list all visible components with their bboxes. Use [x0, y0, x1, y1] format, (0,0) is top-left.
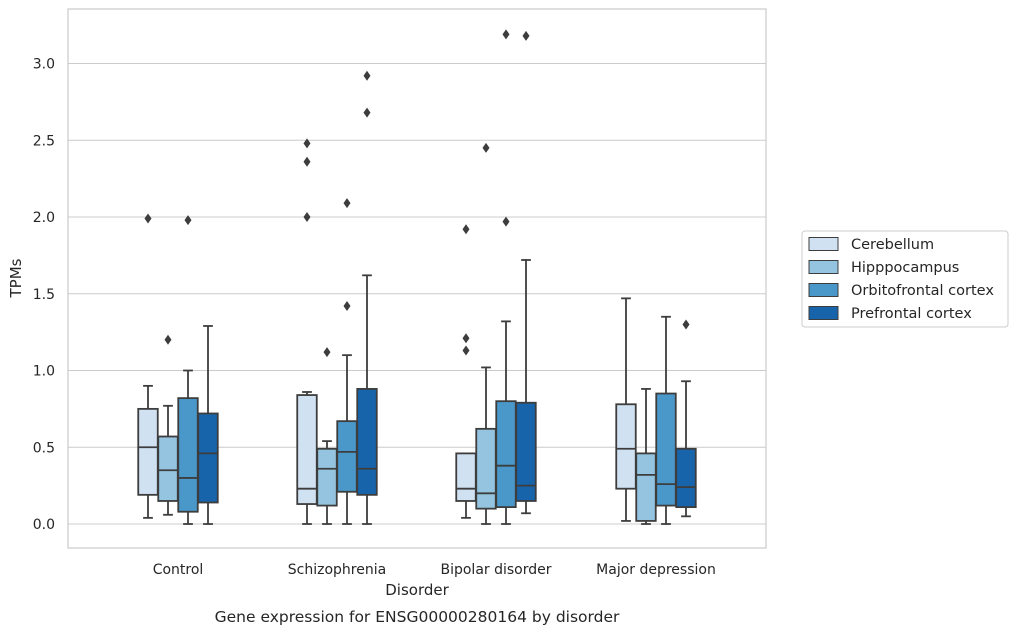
box-hipppocampus: [475, 142, 497, 525]
box-iqr: [495, 400, 517, 509]
box-orbitofrontal-cortex: [336, 198, 358, 525]
box-iqr: [635, 452, 657, 522]
y-tick-label: 1.0: [33, 364, 55, 380]
outlier-point: [144, 213, 152, 224]
y-tick-label: 1.5: [33, 287, 55, 303]
box-iqr: [455, 452, 477, 502]
box-iqr: [296, 394, 318, 505]
x-axis-label: Disorder: [385, 581, 449, 599]
box-iqr: [675, 447, 697, 509]
box-iqr: [177, 397, 199, 513]
y-tick-label: 0.0: [33, 517, 55, 533]
box-iqr: [615, 403, 637, 490]
box-iqr: [197, 412, 219, 504]
outlier-point: [502, 216, 510, 227]
outlier-point: [682, 319, 690, 330]
box-iqr: [356, 388, 378, 496]
box-prefrontal-cortex: [515, 30, 537, 515]
y-tick-label: 3.0: [33, 57, 55, 73]
box-prefrontal-cortex: [675, 319, 697, 518]
box-hipppocampus: [635, 388, 657, 525]
legend-swatch: [808, 306, 839, 320]
outlier-point: [462, 333, 470, 344]
box-iqr: [157, 435, 179, 502]
plot-area: [67, 8, 767, 549]
y-axis-ticks: 0.0 0.5 1.0 1.5 2.0 2.5 3.0: [33, 57, 55, 534]
outlier-point: [522, 30, 530, 41]
y-tick-label: 2.0: [33, 210, 55, 226]
legend: Cerebellum Hipppocampus Orbitofrontal cort…: [801, 230, 1009, 328]
box-groups: [137, 29, 697, 525]
box-prefrontal-cortex: [356, 70, 378, 525]
outlier-point: [343, 301, 351, 312]
y-axis-label: TPMs: [7, 258, 25, 298]
outlier-point: [462, 345, 470, 356]
legend-swatch: [808, 283, 839, 297]
outlier-point: [303, 138, 311, 149]
x-tick-label: Bipolar disorder: [440, 562, 551, 578]
box-prefrontal-cortex: [197, 325, 219, 525]
y-tick-label: 2.5: [33, 133, 55, 149]
x-tick-label: Major depression: [596, 562, 716, 578]
outlier-point: [502, 29, 510, 40]
chart-caption: Gene expression for ENSG00000280164 by d…: [215, 608, 620, 626]
box-iqr: [475, 427, 497, 510]
outlier-point: [303, 212, 311, 222]
outlier-point: [482, 142, 490, 153]
legend-label: Cerebellum: [851, 237, 934, 253]
box-orbitofrontal-cortex: [495, 29, 517, 525]
legend-label: Hipppocampus: [851, 260, 959, 276]
legend-frame: [801, 230, 1009, 328]
y-tick-label: 0.5: [33, 440, 55, 456]
box-iqr: [137, 407, 159, 496]
outlier-point: [303, 156, 311, 167]
outlier-point: [363, 107, 371, 118]
outlier-point: [343, 198, 351, 209]
box-cerebellum: [296, 138, 318, 525]
box-orbitofrontal-cortex: [177, 215, 199, 525]
legend-swatch: [808, 260, 839, 274]
outlier-point: [363, 70, 371, 81]
outlier-point: [462, 224, 470, 235]
x-tick-label: Control: [153, 562, 204, 578]
box-iqr: [336, 420, 358, 493]
legend-swatch: [808, 237, 839, 251]
box-iqr: [515, 401, 537, 502]
box-cerebellum: [615, 297, 637, 522]
box-hipppocampus: [316, 347, 338, 525]
legend-label: Orbitofrontal cortex: [851, 283, 994, 299]
outlier-point: [184, 215, 192, 226]
box-iqr: [316, 447, 338, 507]
legend-label: Prefrontal cortex: [851, 306, 972, 322]
box-iqr: [655, 392, 677, 507]
x-axis-ticks: Control Schizophrenia Bipolar disorder Majo…: [153, 562, 716, 578]
outlier-point: [164, 334, 172, 345]
outlier-point: [323, 347, 331, 358]
x-tick-label: Schizophrenia: [288, 562, 386, 578]
